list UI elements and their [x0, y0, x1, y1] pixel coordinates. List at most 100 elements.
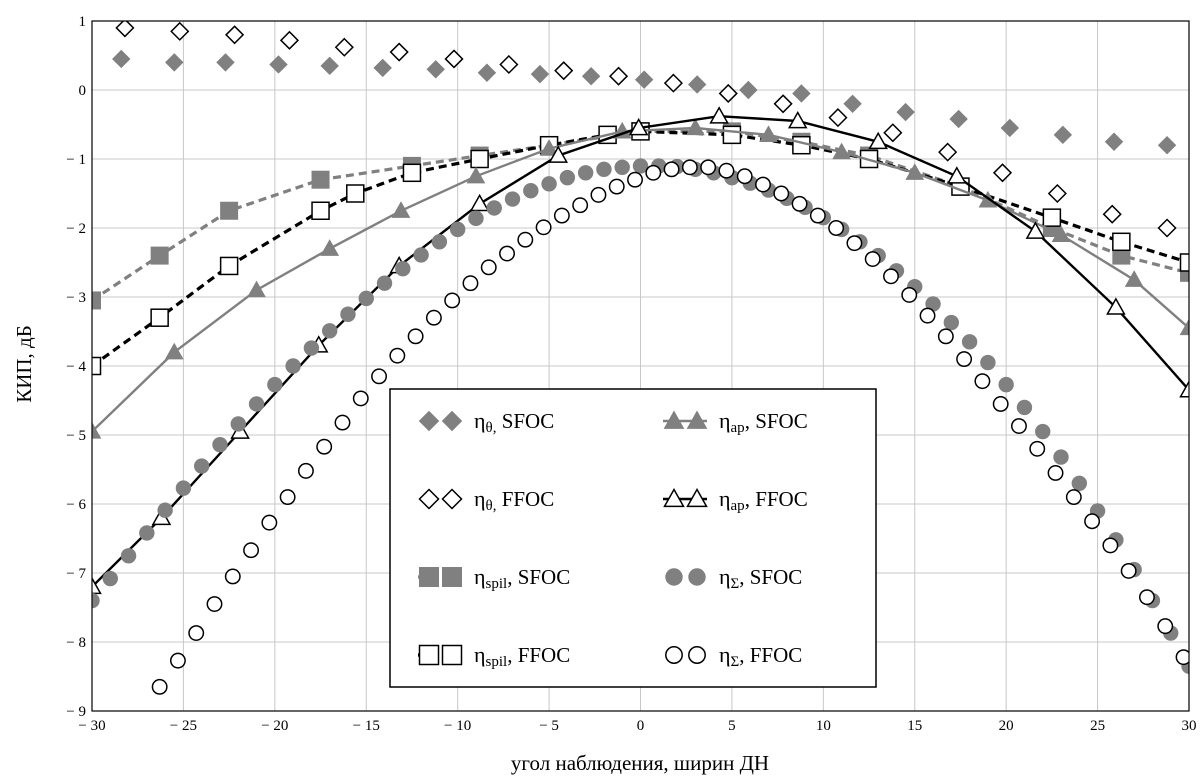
- data-point-7-7: [279, 489, 296, 506]
- data-point-6-11: [285, 358, 301, 374]
- data-point-7-43: [937, 328, 954, 345]
- data-point-7-29: [681, 159, 698, 176]
- data-point-7-15: [425, 309, 442, 326]
- data-point-6-22: [486, 200, 502, 216]
- data-point-5-11: [947, 166, 967, 184]
- y-axis-label: КИП, дБ: [12, 325, 36, 403]
- series-line-2: [92, 129, 1189, 302]
- data-point-6-13: [321, 323, 338, 339]
- legend-label-0: ηθ, SFOC: [474, 408, 554, 436]
- data-point-3-15: [1112, 232, 1131, 252]
- data-point-7-23: [572, 197, 589, 214]
- legend-marker-7-a: [665, 646, 683, 664]
- data-point-7-22: [553, 207, 570, 224]
- data-point-6-25: [541, 176, 557, 192]
- data-point-1-3: [279, 30, 300, 50]
- data-point-7-9: [316, 438, 333, 455]
- data-point-6-26: [559, 169, 576, 186]
- legend-marker-2-a: [419, 567, 439, 587]
- data-point-6-12: [303, 340, 320, 356]
- data-point-6-14: [340, 306, 356, 322]
- data-point-6-51: [1016, 399, 1033, 416]
- data-point-5-7: [628, 117, 649, 136]
- data-point-0-4: [320, 56, 339, 76]
- data-point-3-1: [150, 308, 169, 327]
- x-tick-label: 20: [999, 718, 1014, 734]
- data-point-0-7: [477, 63, 497, 82]
- y-tick-label: − 3: [66, 290, 86, 306]
- x-tick-label: 25: [1090, 718, 1105, 734]
- data-point-7-46: [992, 396, 1009, 412]
- data-point-7-37: [828, 220, 845, 236]
- data-point-4-10: [832, 142, 851, 160]
- data-point-5-8: [709, 106, 729, 124]
- data-point-4-15: [1179, 318, 1189, 336]
- data-point-7-2: [188, 625, 205, 641]
- legend-marker-0-b: [441, 410, 463, 432]
- data-point-6-54: [1071, 475, 1088, 491]
- legend-label-7: ηΣ, FFOC: [719, 642, 802, 670]
- data-point-1-15: [938, 142, 958, 162]
- data-point-4-11: [905, 163, 925, 180]
- data-point-0-8: [530, 64, 550, 84]
- data-point-4-2: [247, 280, 266, 298]
- data-point-7-17: [462, 275, 479, 292]
- data-point-1-13: [828, 108, 848, 128]
- legend-label-5: ηap, FFOC: [719, 486, 808, 514]
- data-point-0-10: [634, 70, 654, 89]
- data-point-6-5: [175, 480, 192, 496]
- data-point-7-51: [1084, 513, 1101, 530]
- x-tick-label: − 30: [78, 718, 105, 734]
- data-point-2-1: [150, 246, 169, 265]
- data-point-6-15: [358, 290, 374, 307]
- data-point-7-31: [718, 162, 735, 179]
- data-point-7-42: [919, 307, 936, 324]
- series-5: [92, 106, 1189, 595]
- data-point-3-14: [1042, 208, 1062, 227]
- legend-marker-7-b: [688, 646, 706, 664]
- data-point-7-27: [645, 164, 662, 181]
- legend-marker-6-a: [665, 568, 683, 586]
- data-point-1-12: [773, 94, 793, 114]
- data-point-1-7: [499, 54, 519, 75]
- data-point-7-21: [535, 219, 552, 236]
- data-point-6-10: [267, 376, 283, 393]
- data-point-0-1: [165, 53, 184, 72]
- data-point-7-6: [261, 514, 278, 531]
- plot-border: [91, 20, 1190, 712]
- data-point-1-1: [170, 21, 190, 41]
- data-point-7-39: [864, 251, 881, 267]
- data-point-0-9: [581, 66, 601, 86]
- data-point-0-11: [687, 75, 707, 94]
- data-point-3-0: [92, 356, 102, 376]
- data-point-6-47: [943, 314, 960, 331]
- legend-marker-0-a: [418, 410, 440, 432]
- data-point-6-20: [449, 221, 466, 238]
- data-point-3-6: [470, 149, 489, 169]
- data-point-7-18: [480, 259, 497, 276]
- data-point-2-0: [92, 291, 101, 310]
- x-tick-label: 10: [816, 718, 831, 734]
- data-point-6-24: [523, 183, 539, 199]
- data-point-7-44: [956, 351, 973, 368]
- data-point-7-1: [169, 652, 186, 669]
- data-point-1-4: [334, 37, 354, 57]
- legend-box: [389, 388, 877, 688]
- data-point-5-14: [1179, 380, 1189, 398]
- data-point-6-28: [596, 161, 612, 178]
- data-point-6-52: [1035, 423, 1051, 440]
- legend-item-6: ηΣ, SFOC: [665, 564, 802, 592]
- legend-marker-1-a: [418, 488, 440, 510]
- data-point-7-35: [791, 195, 808, 212]
- data-point-0-2: [216, 53, 235, 72]
- data-point-7-19: [499, 245, 515, 262]
- data-point-7-34: [773, 185, 790, 202]
- data-point-6-9: [248, 396, 265, 412]
- data-point-4-4: [391, 201, 411, 218]
- legend-item-5: ηap, FFOC: [663, 486, 808, 514]
- legend-label-1: ηθ, FFOC: [474, 486, 554, 514]
- data-point-4-0: [92, 422, 102, 439]
- legend-item-1: ηθ, FFOC: [418, 486, 554, 514]
